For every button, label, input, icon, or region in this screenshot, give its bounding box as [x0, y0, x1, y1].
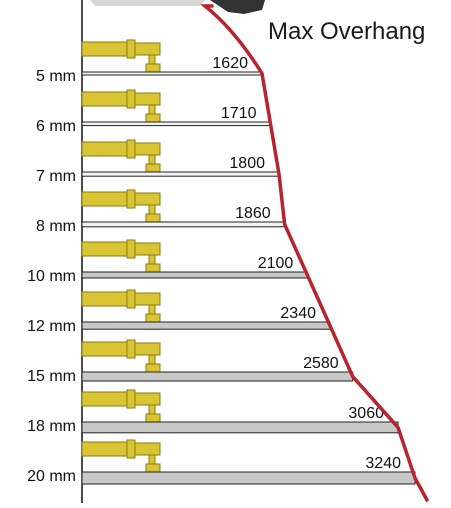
glass-bar	[81, 171, 280, 177]
overhang-curve	[200, 4, 429, 502]
thickness-label: 6 mm	[36, 118, 76, 135]
clamp-head	[134, 442, 161, 456]
clamp-head	[134, 92, 161, 106]
clamp-ring	[126, 89, 136, 109]
diagram-title: Max Overhang	[268, 18, 426, 45]
overhang-value: 2340	[280, 305, 316, 322]
clamp-body	[81, 391, 128, 407]
row-0: 1620	[81, 39, 263, 76]
thickness-label: 8 mm	[36, 218, 76, 235]
thickness-label: 5 mm	[36, 68, 76, 85]
clamp-body	[81, 141, 128, 157]
overhang-value: 3240	[365, 455, 401, 472]
clamp-head	[134, 392, 161, 406]
clamp-ring	[126, 439, 136, 459]
row-8: 3240	[81, 439, 416, 485]
clamp-head	[134, 192, 161, 206]
clamp-foot	[145, 463, 161, 473]
glass-bar	[81, 471, 416, 485]
clamp-foot	[145, 113, 161, 123]
clamp-body	[81, 191, 128, 207]
glass-bar	[81, 271, 308, 279]
clamp-foot	[145, 363, 161, 373]
thickness-label: 7 mm	[36, 168, 76, 185]
thickness-label: 18 mm	[27, 418, 76, 435]
row-3: 1860	[81, 189, 286, 228]
row-1: 1710	[81, 89, 271, 127]
clamp-body	[81, 341, 128, 357]
top-bracket-icon	[210, 0, 265, 14]
thickness-label: 10 mm	[27, 268, 76, 285]
overhang-value: 3060	[348, 405, 384, 422]
overhang-value: 1800	[229, 155, 265, 172]
clamp-head	[134, 242, 161, 256]
glass-bar	[81, 371, 354, 382]
overhang-value: 1860	[235, 205, 271, 222]
clamp-head	[134, 42, 161, 56]
clamp-foot	[145, 263, 161, 273]
thickness-label: 20 mm	[27, 468, 76, 485]
row-5: 2340	[81, 289, 331, 330]
clamp-ring	[126, 239, 136, 259]
clamp-body	[81, 441, 128, 457]
clamp-body	[81, 91, 128, 107]
glass-bar	[81, 421, 399, 434]
clamp-ring	[126, 339, 136, 359]
glass-bar	[81, 221, 286, 228]
clamp-body	[81, 291, 128, 307]
clamp-foot	[145, 413, 161, 423]
clamp-ring	[126, 139, 136, 159]
clamp-ring	[126, 189, 136, 209]
glass-bar	[81, 321, 331, 330]
clamp-ring	[126, 389, 136, 409]
clamp-ring	[126, 39, 136, 59]
clamp-head	[134, 142, 161, 156]
overhang-value: 1710	[221, 105, 257, 122]
clamp-body	[81, 41, 128, 57]
thickness-label: 12 mm	[27, 318, 76, 335]
overhang-value: 2580	[303, 355, 339, 372]
overhang-value: 1620	[212, 55, 248, 72]
thickness-label: 15 mm	[27, 368, 76, 385]
row-2: 1800	[81, 139, 280, 177]
clamp-foot	[145, 313, 161, 323]
clamp-head	[134, 342, 161, 356]
clamp-head	[134, 292, 161, 306]
rows-layer: 1620 1710 1800 1860 2100 2340 2580 3060 3240	[81, 39, 416, 485]
clamp-body	[81, 241, 128, 257]
glass-bar	[81, 121, 271, 127]
clamp-ring	[126, 289, 136, 309]
row-4: 2100	[81, 239, 308, 279]
row-7: 3060	[81, 389, 399, 434]
overhang-value: 2100	[258, 255, 294, 272]
row-6: 2580	[81, 339, 354, 382]
glass-bar	[81, 71, 263, 76]
clamp-foot	[145, 213, 161, 223]
top-shadow	[90, 0, 205, 6]
clamp-foot	[145, 63, 161, 73]
clamp-foot	[145, 163, 161, 173]
